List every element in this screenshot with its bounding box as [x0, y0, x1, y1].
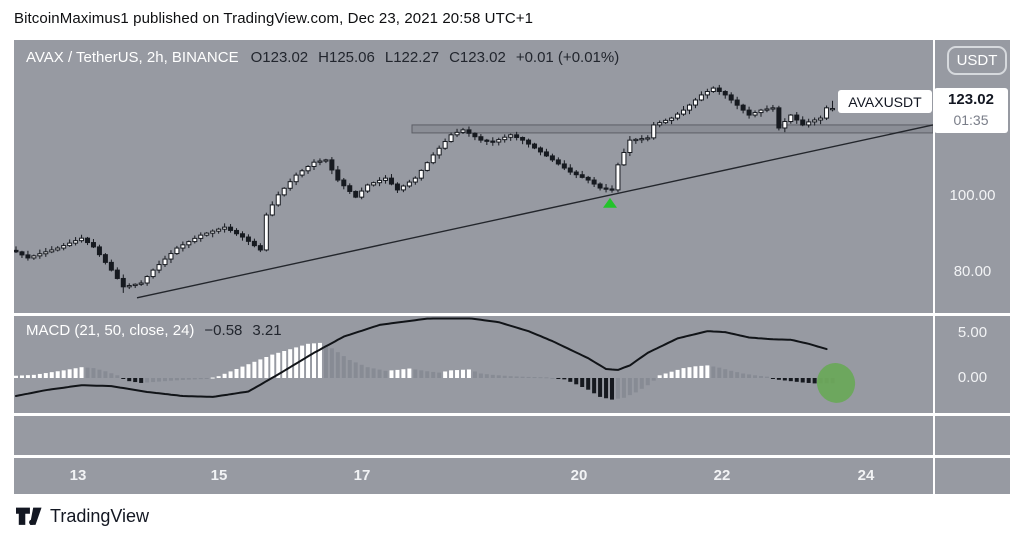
empty-pane-strip-corner [935, 416, 1010, 455]
empty-pane-strip [14, 416, 933, 455]
ohlc-open: O123.02 [250, 49, 309, 66]
chart-widget: AVAX / TetherUS, 2h, BINANCE O123.02 H125.… [14, 40, 1010, 494]
ohlc-change: +0.01 (+0.01%) [515, 49, 620, 66]
scale-tick-label: 100.00 [949, 187, 996, 204]
time-tick-label: 17 [353, 467, 371, 484]
macd-title: MACD [26, 322, 71, 339]
tradingview-logo-link[interactable]: TradingView [16, 506, 149, 527]
last-price-value: 123.02 [948, 91, 994, 108]
macd-signal-value: 3.21 [252, 322, 282, 339]
ohlc-low: L122.27 [384, 49, 440, 66]
scale-tick-label: 5.00 [957, 324, 988, 341]
currency-toggle-button[interactable]: USDT [947, 46, 1007, 75]
price-pane [14, 40, 933, 313]
tradingview-icon [16, 507, 42, 525]
currency-toggle-label: USDT [956, 52, 998, 69]
time-scale-corner [935, 458, 1010, 494]
macd-params: (21, 50, close, 24) [74, 322, 195, 339]
time-tick-label: 22 [713, 467, 731, 484]
scale-tick-label: 0.00 [957, 369, 988, 386]
time-tick-label: 15 [210, 467, 228, 484]
symbol-flag-label: AVAXUSDT [848, 93, 922, 110]
macd-hist-value: −0.58 [204, 322, 243, 339]
last-price-label: 123.02 01:35 [934, 88, 1008, 133]
time-scale[interactable] [14, 458, 933, 494]
symbol-price-scale-flag: AVAXUSDT [838, 90, 932, 113]
ohlc-high: H125.06 [318, 49, 375, 66]
time-tick-label: 24 [857, 467, 875, 484]
macd-chart-canvas[interactable] [14, 316, 933, 413]
attribution-text: BitcoinMaximus1 published on TradingView… [14, 10, 534, 27]
tradingview-wordmark: TradingView [50, 506, 150, 526]
scale-tick-label: 80.00 [953, 263, 992, 280]
time-tick-label: 20 [570, 467, 588, 484]
bar-countdown: 01:35 [953, 112, 989, 128]
macd-legend: MACD (21, 50, close, 24) −0.58 3.21 [26, 322, 282, 339]
price-chart-canvas[interactable] [14, 40, 933, 313]
ohlc-close: C123.02 [449, 49, 506, 66]
macd-pane [14, 316, 933, 413]
symbol-legend: AVAX / TetherUS, 2h, BINANCE O123.02 H125.… [26, 49, 629, 66]
price-scale[interactable] [935, 40, 1010, 313]
macd-scale[interactable] [935, 316, 1010, 413]
time-tick-label: 13 [69, 467, 87, 484]
symbol-title: AVAX / TetherUS, 2h, BINANCE [26, 49, 239, 66]
